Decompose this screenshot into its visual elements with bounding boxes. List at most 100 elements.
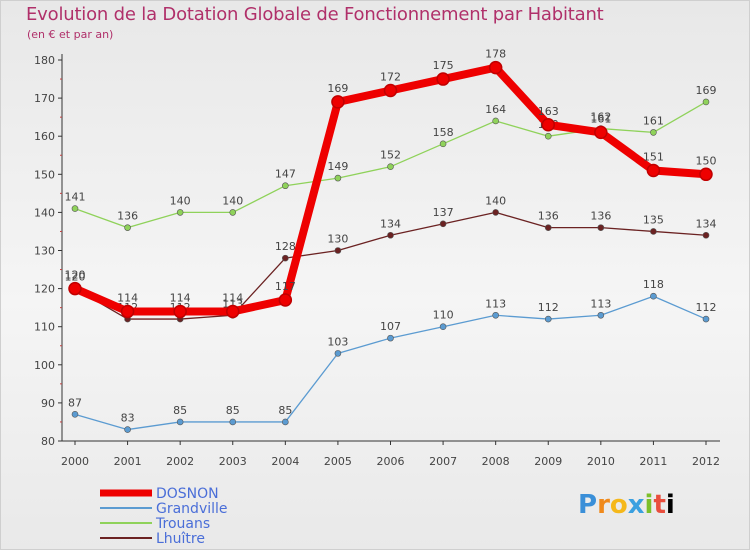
data-point [492,117,499,125]
data-point [387,334,394,342]
x-tick-label: 2004 [271,455,299,468]
y-tick-label: 170 [34,92,55,105]
data-point [124,426,131,433]
y-tick-label: 80 [41,435,55,448]
data-label: 136 [117,210,138,223]
data-point [334,350,342,357]
data-label: 137 [433,206,454,219]
data-point [68,281,82,296]
data-point [334,247,342,254]
data-point [492,311,499,319]
y-tick-label: 180 [34,54,55,67]
data-label: 162 [590,111,611,124]
data-label: 85 [278,404,292,417]
x-tick-label: 2005 [324,455,352,468]
data-label: 120 [65,271,86,284]
y-tick-label: 140 [34,206,55,219]
data-point [646,163,661,178]
data-point [120,304,135,319]
data-point [702,231,710,239]
data-label: 169 [327,82,348,95]
legend-label: Lhuître [156,531,205,547]
data-point [229,418,237,426]
data-point [226,304,240,319]
data-label: 164 [485,103,506,116]
data-label: 140 [485,194,506,207]
data-label: 149 [327,160,348,173]
x-tick-label: 2008 [482,455,510,468]
y-tick-label: 120 [34,283,55,296]
data-label: 112 [538,301,559,314]
data-point [541,118,555,132]
data-label: 161 [643,114,664,127]
x-tick-label: 2000 [61,455,89,468]
data-label: 114 [170,291,191,304]
data-point [229,209,237,216]
data-label: 140 [170,194,191,207]
x-tick-label: 2010 [587,455,615,468]
data-label: 152 [380,149,401,162]
data-point [383,83,398,98]
chart-subtitle: (en € et par an) [27,28,114,41]
y-tick-label: 90 [41,397,55,410]
data-label: 163 [538,105,559,118]
data-label: 118 [643,278,664,291]
data-point [439,220,447,228]
proxiti-logo: Proxiti [578,490,675,520]
data-point [282,254,289,262]
data-point [71,411,79,418]
y-tick-label: 150 [34,168,55,181]
data-label: 140 [222,194,243,207]
data-point [331,95,345,109]
data-label: 128 [275,240,296,253]
data-label: 85 [173,404,187,417]
data-point [71,205,79,212]
x-tick-label: 2007 [429,455,457,468]
data-point [436,72,450,86]
data-label: 150 [696,154,717,167]
data-point [124,224,131,231]
y-tick-label: 160 [34,130,55,143]
data-point [173,304,187,319]
x-tick-label: 2011 [639,455,667,468]
x-tick-label: 2012 [692,455,720,468]
legend-label: DOSNON [156,486,219,502]
data-point [597,224,605,231]
data-label: 161 [590,112,611,125]
data-point [282,182,289,190]
data-point [650,292,657,300]
data-label: 178 [485,48,506,61]
data-point [650,129,657,136]
data-label: 141 [65,191,86,204]
data-point [702,315,710,323]
chart-title: Evolution de la Dotation Globale de Fonc… [26,4,604,25]
data-point [334,174,342,182]
data-point [282,418,289,426]
data-point [544,224,552,231]
x-tick-label: 2002 [166,455,194,468]
data-label: 113 [485,297,506,310]
y-tick-label: 110 [34,321,55,334]
data-label: 107 [380,320,401,333]
data-point [544,132,552,140]
data-point [702,98,710,106]
data-label: 103 [327,335,348,348]
data-label: 120 [65,269,86,282]
data-point [650,228,657,235]
data-label: 158 [433,126,454,139]
data-point [488,60,503,75]
data-point [439,323,447,331]
data-label: 113 [590,297,611,310]
data-label: 175 [433,59,454,72]
data-label: 87 [68,396,82,409]
series-line-grandville [74,295,707,431]
legend-label: Trouans [155,516,210,532]
data-label: 147 [275,168,296,181]
y-tick-label: 100 [34,359,55,372]
y-tick-label: 130 [34,245,55,258]
data-point [176,418,184,426]
x-tick-label: 2001 [114,455,142,468]
data-label: 114 [117,291,138,304]
data-label: 130 [327,233,348,246]
